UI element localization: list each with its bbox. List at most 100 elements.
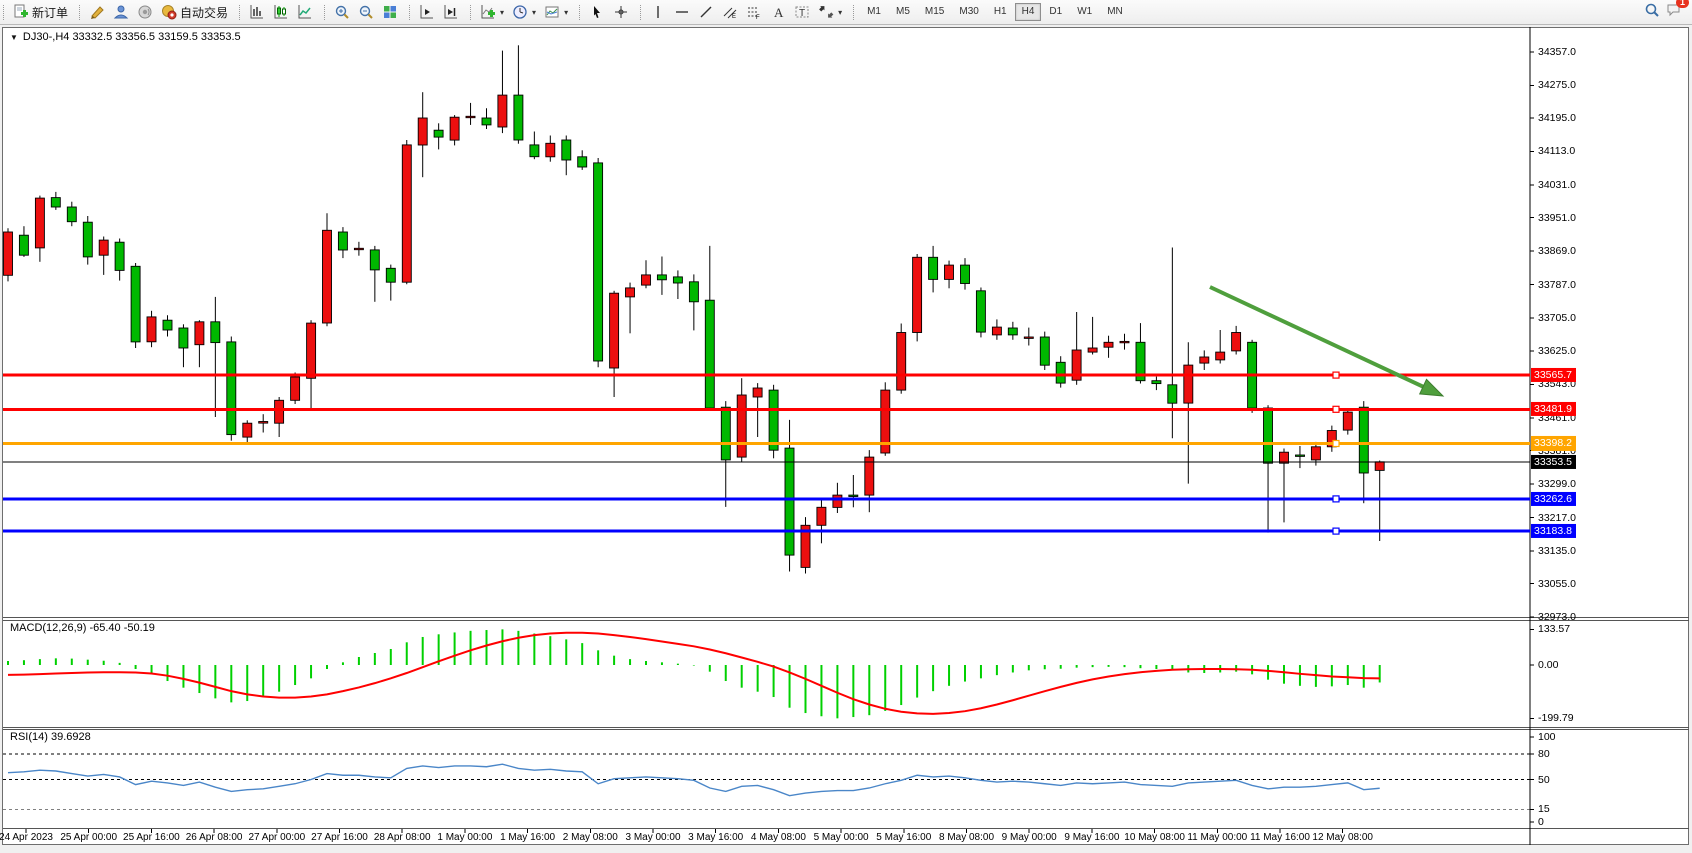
rsi-axis-tick: 15 [1538,803,1550,816]
periods-button[interactable]: ▾ [508,1,540,23]
zoom-out-icon [358,4,374,20]
chart-shift-button[interactable] [415,1,439,23]
text-label-button[interactable]: T [790,1,814,23]
fibonacci-button[interactable]: F [742,1,766,23]
candle [784,447,795,556]
time-axis-tick: 2 May 08:00 [562,832,618,843]
candle [800,524,811,568]
line-chart-icon [297,4,313,20]
hline-button[interactable] [670,1,694,23]
dropdown-arrow-icon[interactable]: ▾ [532,7,537,17]
candle [1295,454,1305,457]
vline-button[interactable] [646,1,670,23]
autotrade-button[interactable]: 自动交易 [157,1,232,23]
candle [720,406,731,461]
autoscroll-button[interactable] [439,1,463,23]
candle [1071,349,1082,381]
toolbar-group-objects: ▾ ▾ ▾ [467,1,576,23]
time-axis-tick: 10 May 08:00 [1124,832,1185,843]
candle [832,494,843,508]
arrows-button[interactable]: ▾ [814,1,846,23]
candle-chart-icon [273,4,289,20]
dropdown-arrow-icon[interactable]: ▾ [500,7,505,17]
text-button[interactable]: A [766,1,790,23]
chevron-down-icon[interactable]: ▼ [10,32,18,42]
channel-button[interactable]: E [718,1,742,23]
dropdown-arrow-icon[interactable]: ▾ [564,7,569,17]
candle [1183,364,1194,404]
time-axis-tick: 1 May 16:00 [500,832,556,843]
timeframe-button-m30[interactable]: M30 [959,6,979,17]
candle [1135,341,1146,382]
candle [497,94,508,128]
main-toolbar: 新订单 自动交易 ▾ ▾ ▾ E F A T ▾ M1 M5 M15 M30 H1 H4 D1 W1 MN 1 [0,0,1692,25]
macd-label: MACD(12,26,9) -65.40 -50.19 [10,622,155,634]
price-level-label: 33353.5 [1531,454,1576,469]
text-icon: A [770,4,786,20]
indicators-icon [480,4,496,20]
candle [1279,451,1289,464]
time-axis-tick: 3 May 00:00 [625,832,681,843]
price-axis-tick: 33055.0 [1538,577,1576,590]
timeframe-button-mn[interactable]: MN [1107,6,1123,17]
chart-window[interactable] [2,27,1689,845]
time-axis-tick: 25 Apr 16:00 [123,832,180,843]
candle [688,281,699,303]
candle [322,229,332,324]
autotrade-icon [161,4,177,20]
time-axis-tick: 9 May 00:00 [1001,832,1057,843]
candle [242,422,253,438]
templates-button[interactable]: ▾ [540,1,572,23]
styler-button[interactable] [85,1,109,23]
cursor-button[interactable] [585,1,609,23]
time-axis-tick: 27 Apr 16:00 [311,832,368,843]
timeframe-button-m1[interactable]: M1 [867,6,881,17]
candle [258,421,269,424]
dropdown-arrow-icon[interactable]: ▾ [838,7,843,17]
chat-button[interactable]: 1 [1666,0,1689,23]
timeframe-button-h4[interactable]: H4 [1014,3,1042,21]
sound-button[interactable] [133,1,157,23]
price-axis-tick: 34031.0 [1538,178,1576,191]
candle [337,231,348,251]
toolbar-group-order: 新订单 [0,1,76,23]
cursor-icon [589,4,605,20]
candle [1199,356,1210,364]
macd-axis-tick: 0.00 [1538,659,1559,671]
candle-chart-button[interactable] [269,1,293,23]
search-button[interactable] [1644,2,1660,23]
profile-button[interactable] [109,1,133,23]
search-icon [1644,2,1660,18]
toolbar-group-scroll [406,1,467,23]
bar-chart-button[interactable] [245,1,269,23]
indicators-button[interactable]: ▾ [476,1,508,23]
button-label: 新订单 [32,5,69,20]
vline-icon [650,4,666,20]
candle [991,326,1002,336]
timeframe-button-h1[interactable]: H1 [993,6,1007,17]
rsi-label: RSI(14) 39.6928 [10,731,91,743]
timeframe-button-w1[interactable]: W1 [1077,6,1093,17]
line-chart-button[interactable] [293,1,317,23]
price-axis-tick: 33787.0 [1538,278,1576,291]
crosshair-button[interactable] [609,1,633,23]
rsi-axis-tick: 80 [1538,748,1550,760]
new-order-button[interactable]: 新订单 [9,1,72,23]
candle [752,387,763,398]
candle [656,274,667,281]
candle [449,116,460,141]
candle [369,249,380,271]
autoscroll-icon [443,4,459,20]
timeframe-button-d1[interactable]: D1 [1049,6,1063,17]
candle [194,321,205,346]
trendline-button[interactable] [694,1,718,23]
zoom-in-button[interactable] [330,1,354,23]
candle [82,221,93,258]
tile-windows-button[interactable] [378,1,402,23]
trend-arrow-line[interactable] [1209,285,1424,389]
timeframe-button-m15[interactable]: M15 [924,6,945,17]
candle [1263,407,1273,464]
zoom-out-button[interactable] [354,1,378,23]
timeframe-button-m5[interactable]: M5 [896,6,910,17]
